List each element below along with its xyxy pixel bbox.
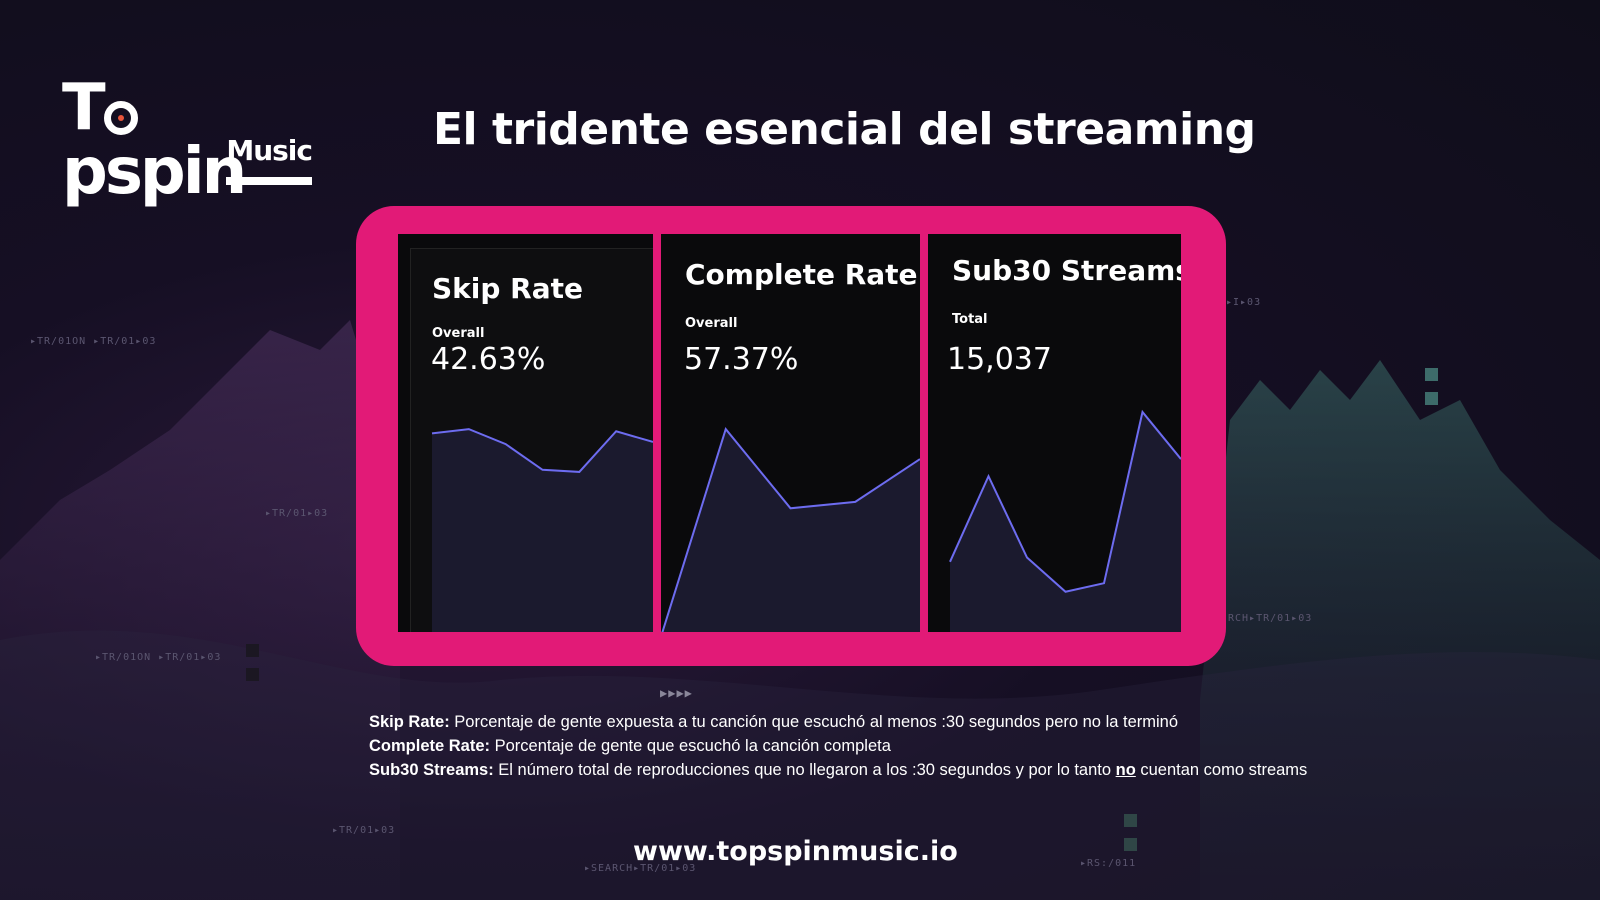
legend-text: Porcentaje de gente expuesta a tu canció… [449,713,1179,731]
sparkline-area [950,412,1181,632]
card-title: Skip Rate [432,272,584,305]
legend-line-complete-rate: Complete Rate: Porcentaje de gente que e… [369,734,1307,758]
deco-code-4: ▸TR/01▸03 [332,825,396,836]
deco-code-9: ▶▶▶▶ [660,686,693,700]
card-label: Overall [432,326,485,341]
sparkline-line [949,409,1181,593]
complete-rate-card: Complete Rate Overall 57.37% [661,234,920,632]
legend-emphasis: no [1115,761,1136,779]
slide-title: El tridente esencial del streaming [433,104,1256,155]
card-title: Complete Rate [685,258,918,291]
sparkline-area [661,429,920,632]
deco-code-8: ▸I▸03 [1226,297,1262,308]
card-title: Sub30 Streams [952,254,1181,287]
sub30-streams-sparkline [949,409,1181,632]
sparkline-line [661,427,920,632]
metrics-frame: Skip Rate Overall 42.63% Complete Rate O… [356,206,1226,666]
topspin-music-logo: Tpspin Music [62,76,313,204]
logo-ring-icon [103,101,138,135]
deco-code-7: RCH▸TR/01▸03 [1228,613,1313,624]
website-link[interactable]: www.topspinmusic.io [633,836,958,867]
deco-code-1: ▸TR/01ON ▸TR/01▸03 [30,336,157,347]
legend-term: Complete Rate: [369,737,491,755]
deco-code-6: ▸RS:/011 [1080,858,1137,869]
card-label: Overall [685,316,738,331]
logo-music-text: Music [226,134,313,167]
logo-underline [226,177,312,185]
legend-term: Skip Rate: [369,713,450,731]
logo-wordmark: Tpspin [62,71,247,209]
complete-rate-sparkline [661,427,920,632]
legend-line-sub30: Sub30 Streams: El número total de reprod… [369,758,1307,782]
legend-text: Porcentaje de gente que escuchó la canci… [490,737,891,755]
skip-rate-sparkline [431,428,653,632]
deco-code-2: ▸TR/01▸03 [265,508,329,519]
sparkline-line [431,428,653,473]
deco-code-5: ▸SEARCH▸TR/01▸03 [584,863,697,874]
card-value: 15,037 [947,342,1052,377]
card-value: 57.37% [684,342,799,377]
legend-term: Sub30 Streams: [369,761,494,779]
card-value: 42.63% [431,342,546,377]
deco-code-3: ▸TR/01ON ▸TR/01▸03 [95,652,222,663]
skip-rate-card: Skip Rate Overall 42.63% [398,234,653,632]
legend-text: cuentan como streams [1135,761,1308,779]
sparkline-area [432,429,653,632]
legend-line-skip-rate: Skip Rate: Porcentaje de gente expuesta … [369,710,1307,734]
legend-text: El número total de reproducciones que no… [493,761,1116,779]
metrics-legend: Skip Rate: Porcentaje de gente expuesta … [369,710,1307,782]
sub30-streams-card: Sub30 Streams Total 15,037 [928,234,1181,632]
card-label: Total [952,312,988,327]
